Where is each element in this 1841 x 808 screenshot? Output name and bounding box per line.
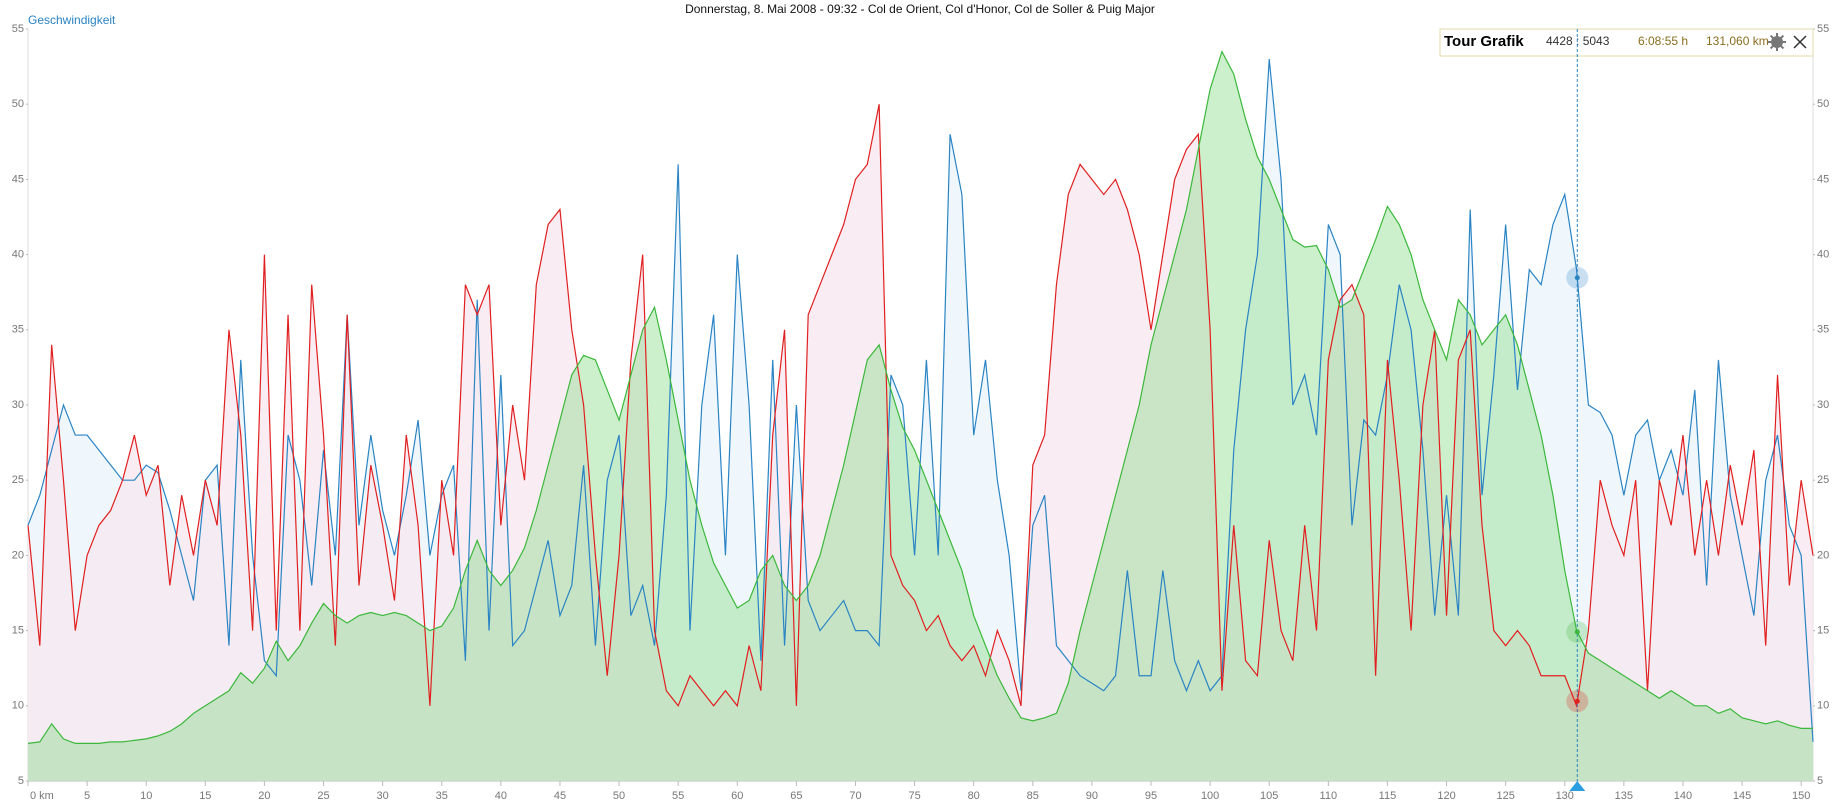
x-tick-label: 45 xyxy=(554,790,566,802)
x-tick-label: 135 xyxy=(1615,790,1633,802)
series-line xyxy=(27,104,1814,709)
y2-tick-label: 25 xyxy=(1817,474,1829,486)
tooltip-box xyxy=(1439,28,1814,57)
y-tick-label: 55 xyxy=(12,23,24,35)
y2-tick-label: 50 xyxy=(1817,98,1829,110)
cursor-dot xyxy=(1574,698,1580,704)
y-tick-label: 5 xyxy=(18,775,24,787)
x-tick-label: 130 xyxy=(1556,790,1574,802)
x-tick-label: 20 xyxy=(258,790,270,802)
cursor-dot xyxy=(1574,275,1580,281)
y-axis-label: Geschwindigkeit xyxy=(28,13,116,27)
y2-tick-label: 20 xyxy=(1817,549,1829,561)
y2-tick-label: 40 xyxy=(1817,249,1829,261)
y-tick-label: 40 xyxy=(12,249,24,261)
x-tick-label: 15 xyxy=(199,790,211,802)
x-tick-label: 110 xyxy=(1320,790,1338,802)
x-tick-label: 90 xyxy=(1086,790,1098,802)
chart-title: Donnerstag, 8. Mai 2008 - 09:32 - Col de… xyxy=(685,2,1155,16)
x-tick-label: 50 xyxy=(613,790,625,802)
x-tick-label: 150 xyxy=(1792,790,1810,802)
x-tick-label: 125 xyxy=(1496,790,1514,802)
series-area xyxy=(28,51,1813,782)
x-tick-label: 40 xyxy=(495,790,507,802)
series-line xyxy=(27,50,1813,744)
x-tick-label: 70 xyxy=(849,790,861,802)
tooltip-distance: 131,060 km xyxy=(1706,34,1769,48)
x-tick-label: 30 xyxy=(377,790,389,802)
y-tick-label: 15 xyxy=(12,625,24,637)
y2-tick-label: 10 xyxy=(1817,700,1829,712)
x-tick-label: 65 xyxy=(790,790,802,802)
x-tick-label: 80 xyxy=(968,790,980,802)
x-tick-label: 140 xyxy=(1674,790,1692,802)
y-tick-label: 35 xyxy=(12,324,24,336)
y-tick-label: 10 xyxy=(12,700,24,712)
y2-tick-label: 30 xyxy=(1817,399,1829,411)
settings-icon[interactable] xyxy=(1768,33,1786,51)
x-tick-label: 55 xyxy=(672,790,684,802)
x-tick-label: 0 km xyxy=(30,790,54,802)
x-tick-label: 25 xyxy=(317,790,329,802)
close-icon[interactable] xyxy=(1793,35,1807,49)
overlay: Tour Grafik 4428 : 5043 6:08:55 h 131,06… xyxy=(1439,28,1814,791)
y-tick-label: 20 xyxy=(12,549,24,561)
y-tick-label: 30 xyxy=(12,399,24,411)
x-tick-label: 60 xyxy=(731,790,743,802)
x-tick-label: 5 xyxy=(84,790,90,802)
x-tick-label: 120 xyxy=(1437,790,1455,802)
x-tick-label: 115 xyxy=(1379,790,1397,802)
x-tick-label: 105 xyxy=(1260,790,1278,802)
tooltip-title: Tour Grafik xyxy=(1444,33,1524,50)
tooltip-points: 4428 : 5043 xyxy=(1546,34,1610,48)
series-area xyxy=(28,104,1813,781)
tooltip-time: 6:08:55 h xyxy=(1638,34,1688,48)
cursor-handle xyxy=(1569,781,1586,791)
x-tick-label: 10 xyxy=(140,790,152,802)
y2-tick-label: 55 xyxy=(1817,23,1829,35)
x-tick-label: 145 xyxy=(1733,790,1751,802)
x-tick-label: 85 xyxy=(1027,790,1039,802)
x-tick-label: 100 xyxy=(1201,790,1219,802)
x-tick-label: 75 xyxy=(908,790,920,802)
cursor-dot xyxy=(1574,629,1580,635)
y2-tick-label: 45 xyxy=(1817,173,1829,185)
y2-tick-label: 35 xyxy=(1817,324,1829,336)
x-tick-label: 35 xyxy=(436,790,448,802)
x-tick-label: 95 xyxy=(1145,790,1157,802)
y-tick-label: 25 xyxy=(12,474,24,486)
y2-tick-label: 15 xyxy=(1817,625,1829,637)
y2-tick-label: 5 xyxy=(1817,775,1823,787)
y-tick-label: 50 xyxy=(12,98,24,110)
y-tick-label: 45 xyxy=(12,173,24,185)
